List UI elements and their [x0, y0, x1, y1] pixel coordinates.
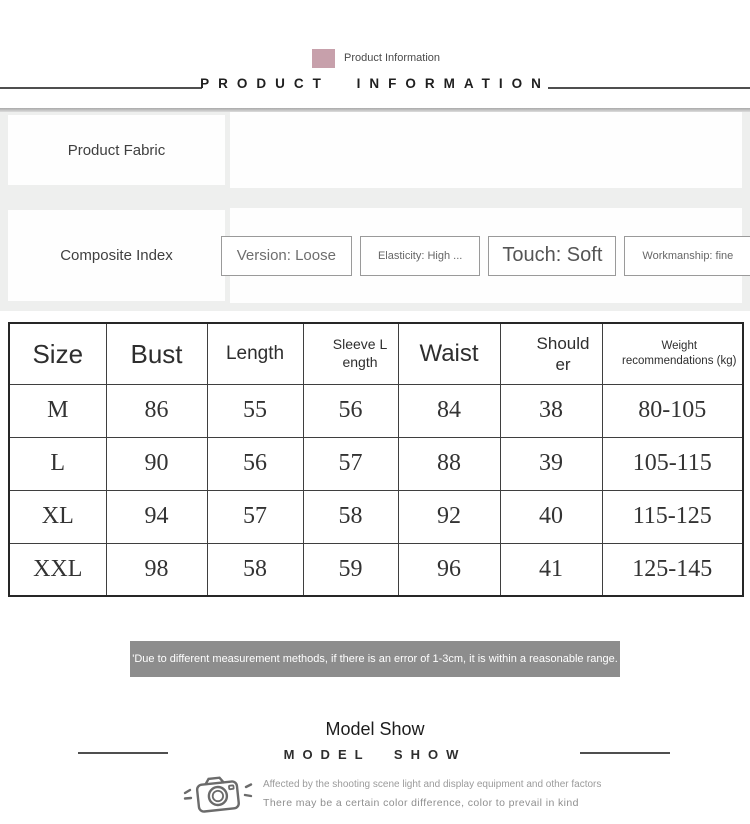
info-cards-section: Product Fabric Composite Index Version: … [0, 108, 750, 311]
title-divider-left [0, 87, 202, 89]
header-bust: Bust [105, 322, 208, 385]
cell-size: L [8, 436, 107, 491]
header-size: Size [8, 322, 107, 385]
badge-version: Version: Loose [220, 235, 352, 276]
product-info-tag-label: Product Information [344, 52, 440, 64]
title-divider-right [548, 87, 750, 89]
badge-workmanship: Workmanship: fine [624, 235, 750, 276]
disclaimer-line-2: There may be a certain color difference,… [263, 797, 579, 809]
pink-swatch-icon [312, 49, 335, 68]
section-top-edge [0, 108, 750, 112]
cell-waist: 88 [397, 436, 501, 491]
badge-elasticity: Elasticity: High ... [359, 235, 481, 276]
cell-waist: 92 [397, 489, 501, 544]
cell-bust: 86 [105, 383, 208, 438]
camera-icon [182, 770, 254, 824]
cell-length: 57 [206, 489, 304, 544]
cell-length: 56 [206, 436, 304, 491]
model-divider-right [580, 752, 670, 754]
cell-bust: 98 [105, 542, 208, 597]
cell-size: M [8, 383, 107, 438]
table-row-xl: XL 94 57 58 92 40 115-125 [8, 489, 744, 544]
table-row-m: M 86 55 56 84 38 80-105 [8, 383, 744, 438]
model-show-subtitle: MODEL SHOW [283, 747, 467, 762]
cell-waist: 84 [397, 383, 501, 438]
cell-weight: 125-145 [601, 542, 744, 597]
cell-shoulder: 41 [499, 542, 603, 597]
measurement-note: 'Due to different measurement methods, i… [130, 641, 620, 677]
header-length: Length [206, 322, 304, 385]
cell-sleeve: 58 [302, 489, 399, 544]
product-fabric-content-panel [230, 112, 742, 188]
cell-bust: 94 [105, 489, 208, 544]
cell-sleeve: 56 [302, 383, 399, 438]
model-show-title: Model Show [325, 719, 425, 739]
header-waist: Waist [397, 322, 501, 385]
header-weight-recommendations: Weight recommendations (kg) [601, 322, 744, 385]
cell-waist: 96 [397, 542, 501, 597]
badge-touch: Touch: Soft [488, 235, 617, 276]
cell-shoulder: 38 [499, 383, 603, 438]
composite-index-content-panel: Version: Loose Elasticity: High ... Touc… [220, 208, 750, 303]
cell-weight: 115-125 [601, 489, 744, 544]
header-sleeve-length: Sleeve L ength [302, 322, 399, 385]
cell-bust: 90 [105, 436, 208, 491]
table-row-l: L 90 56 57 88 39 105-115 [8, 436, 744, 491]
cell-size: XL [8, 489, 107, 544]
cell-weight: 105-115 [601, 436, 744, 491]
composite-index-label: Composite Index [60, 247, 173, 264]
cell-size: XXL [8, 542, 107, 597]
product-fabric-label: Product Fabric [67, 141, 166, 159]
header-shoulder: Should er [499, 322, 603, 385]
cell-length: 55 [206, 383, 304, 438]
disclaimer-line-1: Affected by the shooting scene light and… [263, 779, 602, 790]
cell-weight: 80-105 [601, 383, 744, 438]
page-title: PRODUCT INFORMATION [200, 76, 550, 91]
model-divider-left [78, 752, 168, 754]
size-chart-table: Size Bust Length Sleeve L ength Waist Sh… [8, 322, 744, 597]
table-header-row: Size Bust Length Sleeve L ength Waist Sh… [8, 322, 744, 385]
cell-shoulder: 39 [499, 436, 603, 491]
table-row-xxl: XXL 98 58 59 96 41 125-145 [8, 542, 744, 597]
composite-index-label-card: Composite Index [8, 210, 225, 301]
cell-sleeve: 59 [302, 542, 399, 597]
cell-sleeve: 57 [302, 436, 399, 491]
cell-length: 58 [206, 542, 304, 597]
product-fabric-label-card: Product Fabric [8, 115, 225, 185]
cell-shoulder: 40 [499, 489, 603, 544]
